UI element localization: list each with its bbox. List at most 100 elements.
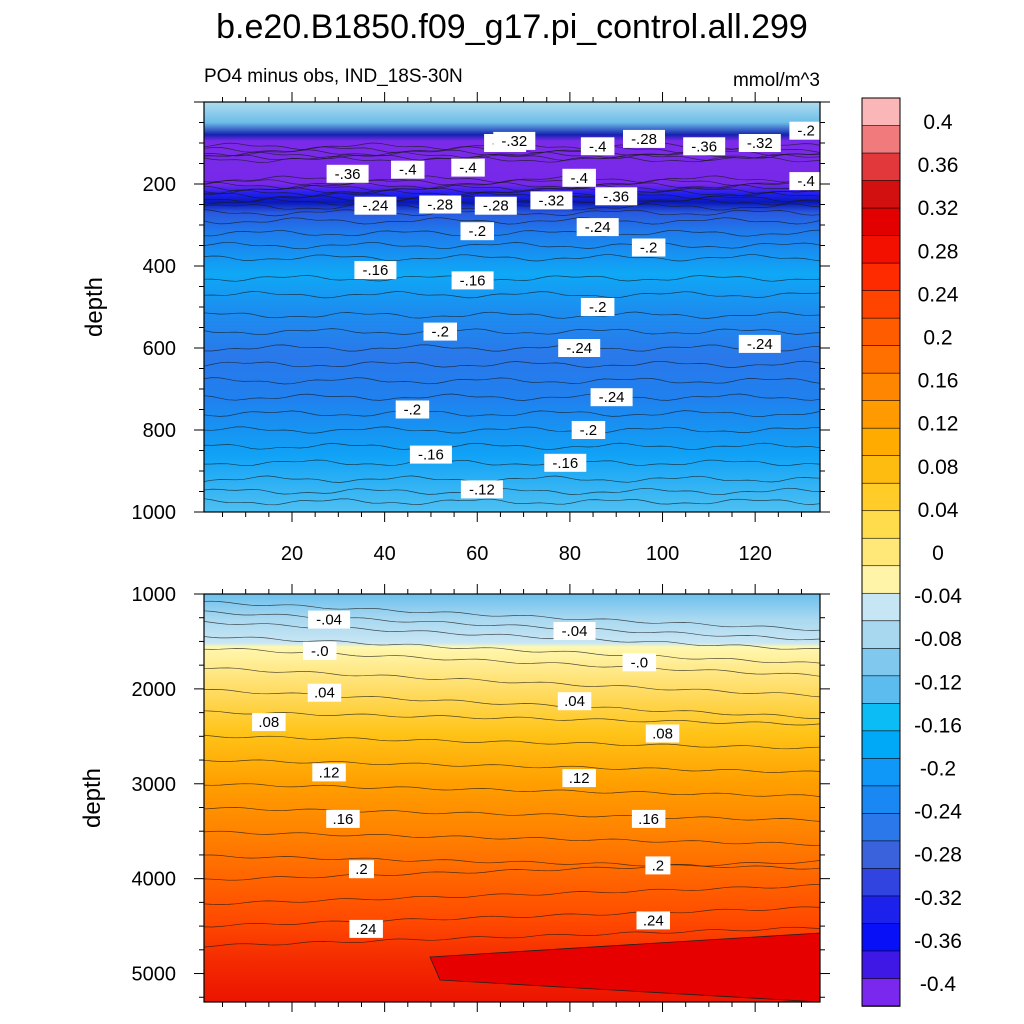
contour-line bbox=[203, 442, 821, 451]
y-tick-label: 800 bbox=[143, 420, 176, 442]
colorbar-label: 0.36 bbox=[918, 154, 959, 177]
contour-label: -.16 bbox=[544, 453, 587, 472]
contour-label: -.24 bbox=[590, 388, 633, 407]
contour-label: -.32 bbox=[530, 191, 573, 210]
contour-label: -.36 bbox=[326, 164, 369, 183]
x-tick-label: 40 bbox=[374, 543, 396, 565]
lower-frame bbox=[203, 593, 821, 1003]
contour-label-bg bbox=[631, 809, 666, 828]
contour-label: .2 bbox=[645, 856, 671, 875]
y-tick-label: 2000 bbox=[132, 679, 177, 701]
y-tick-label: 3000 bbox=[132, 774, 177, 796]
contour-line bbox=[203, 410, 821, 418]
contour-line bbox=[203, 600, 821, 631]
contour-label-text: -.2 bbox=[404, 402, 422, 419]
contour-label-bg bbox=[451, 271, 494, 290]
colorbar-label: -0.08 bbox=[914, 628, 962, 651]
contour-label-text: -.4 bbox=[399, 162, 417, 179]
contour-label: -.32 bbox=[738, 134, 781, 152]
lower-contour-labels: -.04 -.04 -.0 -.0 .04 .04 .08 .08 .12 .12 .16 .16 .2… bbox=[252, 610, 680, 938]
colorbar-swatch bbox=[861, 895, 901, 925]
chart-title: b.e20.B1850.f09_g17.pi_control.all.299 bbox=[216, 8, 808, 46]
contour-label: -.2 bbox=[571, 421, 606, 439]
contour-label-text: -.24 bbox=[599, 389, 625, 406]
contour-label-bg bbox=[326, 809, 360, 828]
contour-label-bg bbox=[738, 134, 781, 152]
contour-label-text: -.2 bbox=[580, 422, 598, 439]
y-tick-label: 1000 bbox=[132, 502, 177, 524]
contour-label-bg bbox=[623, 129, 665, 148]
colorbar-swatch bbox=[861, 262, 901, 292]
colorbar-label: 0.08 bbox=[918, 456, 959, 479]
contour-label-bg bbox=[349, 860, 374, 879]
contour-line bbox=[203, 459, 821, 467]
contour-line bbox=[203, 344, 821, 352]
lower-plot-area: -.04 -.04 -.0 -.0 .04 .04 .08 .08 .12 .12 .16 .16 .2… bbox=[79, 584, 830, 1012]
contour-label-bg bbox=[308, 610, 351, 629]
contour-label: -.2 bbox=[395, 400, 430, 419]
contour-label-text: -.16 bbox=[460, 272, 486, 289]
upper-field bbox=[204, 102, 820, 512]
contour-label: -.2 bbox=[631, 238, 666, 257]
contour-line bbox=[203, 175, 821, 183]
lower-x-axis bbox=[222, 584, 802, 1012]
contour-line bbox=[203, 178, 821, 186]
contour-line bbox=[203, 487, 821, 496]
contour-label: -.4 bbox=[562, 168, 596, 187]
contour-label-text: -.32 bbox=[747, 135, 773, 152]
contour-label-bg bbox=[252, 713, 286, 732]
contour-label: -.4 bbox=[451, 158, 485, 177]
contour-label: .04 bbox=[307, 683, 342, 702]
contour-label-text: -.32 bbox=[538, 192, 564, 209]
contour-label-text: -.2 bbox=[431, 324, 449, 341]
colorbar-swatch bbox=[861, 455, 901, 485]
contour-label-text: -.16 bbox=[418, 447, 444, 464]
contour-label: -.12 bbox=[460, 480, 503, 499]
upper-x-axis: 20 40 60 80 100 120 bbox=[222, 92, 802, 565]
colorbar-swatch bbox=[861, 923, 901, 952]
contour-label: -.4 bbox=[789, 172, 823, 191]
contour-line bbox=[203, 426, 821, 434]
contour-label: -.04 bbox=[308, 610, 351, 629]
contour-label-bg bbox=[622, 653, 657, 672]
colorbar-label: -0.12 bbox=[914, 671, 962, 694]
contour-label-text: .04 bbox=[564, 693, 585, 710]
contour-label-bg bbox=[557, 692, 592, 711]
upper-contour-labels: -.36-.32-.4-.28-.36-.32-.2-.36-.4-.4-.4-… bbox=[326, 121, 823, 499]
contour-label-bg bbox=[636, 911, 670, 930]
contour-label: .08 bbox=[645, 724, 680, 743]
colorbar-swatch bbox=[861, 180, 901, 209]
y-tick-label: 600 bbox=[143, 338, 176, 360]
x-tick-label: 80 bbox=[559, 543, 581, 565]
contour-label-text: -.24 bbox=[362, 198, 388, 215]
y-tick-label: 400 bbox=[143, 256, 176, 278]
contour-label-text: -.4 bbox=[589, 138, 607, 155]
contour-line bbox=[203, 187, 821, 194]
contour-label-bg bbox=[683, 137, 726, 156]
contour-label: -.36 bbox=[595, 187, 638, 206]
contour-label-bg bbox=[451, 158, 485, 177]
colorbar-swatch bbox=[861, 978, 901, 1007]
y-tick-label: 1000 bbox=[132, 584, 177, 606]
upper-y-axis-label: depth bbox=[81, 277, 108, 337]
contour-label-bg bbox=[576, 218, 619, 237]
contour-label-bg bbox=[349, 919, 383, 938]
contour-label-bg bbox=[580, 298, 615, 316]
contour-line bbox=[203, 734, 821, 750]
colorbar-swatch bbox=[861, 427, 901, 457]
contour-label-text: -.36 bbox=[335, 166, 361, 183]
contour-line bbox=[203, 860, 821, 881]
colorbar-label: -0.24 bbox=[914, 801, 962, 824]
contour-line bbox=[203, 710, 821, 726]
colorbar-frame bbox=[861, 97, 901, 1007]
colorbar-swatch bbox=[861, 290, 901, 319]
contour-line bbox=[203, 830, 821, 846]
colorbar-label: -0.28 bbox=[914, 844, 962, 867]
colorbar-swatch bbox=[861, 703, 901, 732]
colorbar-swatch bbox=[861, 125, 901, 154]
contour-label-text: -.2 bbox=[469, 223, 487, 240]
contour-line bbox=[203, 759, 821, 773]
contour-line bbox=[203, 667, 821, 698]
contour-label-text: .24 bbox=[643, 912, 664, 929]
